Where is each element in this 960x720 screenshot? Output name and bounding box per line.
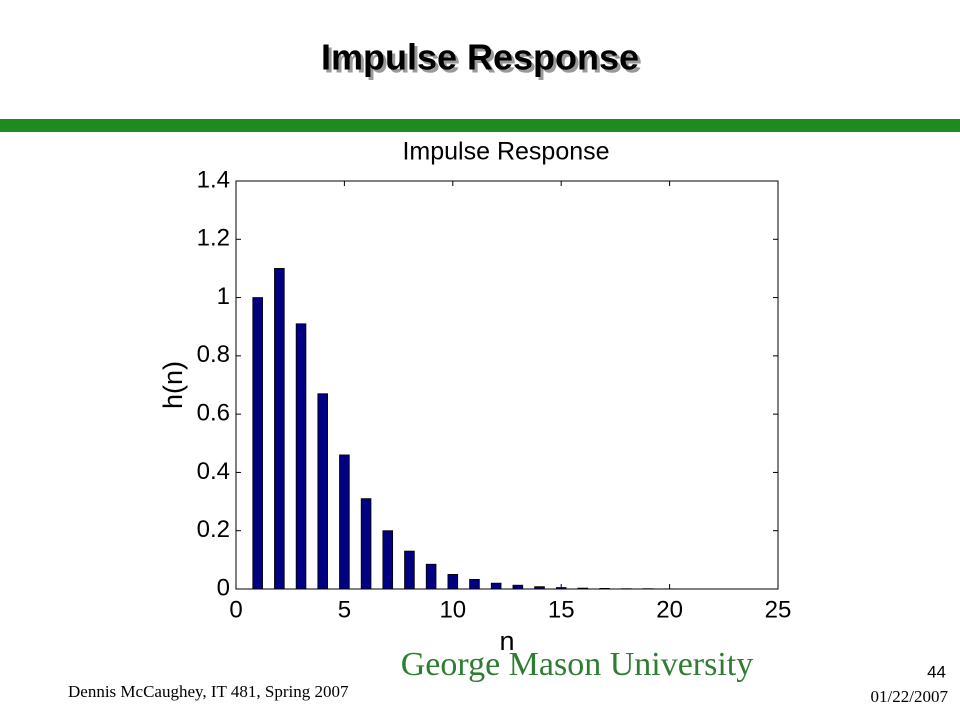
bar [274,268,285,590]
bar [512,584,524,590]
y-tick-label: 1 [217,283,230,310]
bar [534,586,545,590]
y-tick-label: 0.8 [197,341,230,368]
bar [295,323,307,590]
bar [490,582,502,590]
bar [599,588,610,590]
bar [382,530,394,590]
title-rule [0,119,960,132]
y-tick-label: 1.2 [197,225,230,252]
bar [577,587,589,590]
bar [317,393,328,590]
date: 01/22/2007 [871,687,949,706]
bar [469,578,480,590]
x-tick-label: 20 [656,596,683,623]
y-tick-label: 0.2 [197,516,230,543]
page-number: 44 [927,662,946,681]
y-tick-label: 0.6 [197,399,230,426]
x-tick-label: 5 [338,596,351,623]
y-tick-label: 1.4 [197,166,230,193]
axes-box [235,180,779,590]
x-axis-label: n [499,626,514,656]
x-tick-label: 10 [439,596,466,623]
x-tick-label: 0 [229,596,242,623]
logo: George Mason University [401,646,754,683]
bar [252,297,263,590]
slide-title: Impulse Response [321,37,639,78]
y-tick-label: 0.4 [197,458,230,485]
x-tick-label: 25 [765,596,792,623]
bar [425,563,437,590]
y-tick-label: 0 [217,574,230,601]
footer: Dennis McCaughey, IT 481, Spring 2007 [68,682,349,701]
bar [447,574,459,590]
bar [360,498,372,590]
chart-title: Impulse Response [402,138,609,166]
slide-title-shadow: Impulse Response [324,40,642,81]
x-tick-label: 15 [548,596,575,623]
bar [339,454,350,590]
bar [404,550,415,590]
bar [555,587,567,590]
y-axis-label: h(n) [158,361,188,409]
